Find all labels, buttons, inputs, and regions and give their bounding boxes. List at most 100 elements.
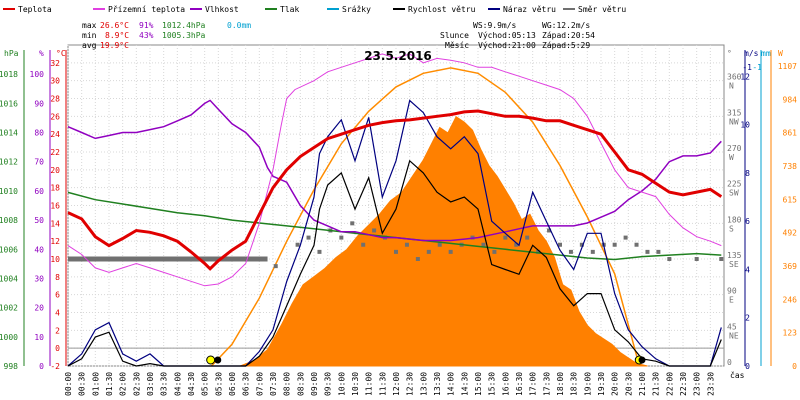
moonrise-time: Východ:21:00 bbox=[478, 41, 536, 50]
x-tick: 00:00 bbox=[64, 372, 73, 396]
humidity-tick: 60 bbox=[34, 187, 44, 196]
wind-ws: WS:9.9m/s bbox=[473, 21, 517, 30]
wind-dir-point bbox=[481, 242, 486, 247]
temp-tick: 28 bbox=[50, 95, 60, 104]
stats-min-label: min bbox=[82, 31, 97, 40]
dir-label: S bbox=[729, 224, 734, 233]
x-tick: 19:00 bbox=[583, 372, 592, 396]
stats-max-label: max bbox=[82, 21, 97, 30]
temp-tick: 24 bbox=[50, 130, 60, 139]
x-tick: 17:00 bbox=[529, 372, 538, 396]
solar-tick: 246 bbox=[783, 295, 798, 304]
x-tick: 16:30 bbox=[515, 372, 524, 396]
x-tick: 08:30 bbox=[296, 372, 305, 396]
dir-tick: 45 bbox=[727, 322, 737, 331]
wind-dir-point bbox=[694, 257, 699, 261]
pressure-tick: 1000 bbox=[0, 333, 18, 342]
wind-dir-point bbox=[579, 242, 584, 247]
humidity-tick: 100 bbox=[30, 70, 45, 79]
x-tick: 19:30 bbox=[597, 372, 606, 396]
pressure-tick: 1006 bbox=[0, 245, 18, 254]
legend-label: Tlak bbox=[280, 5, 299, 14]
wind-dir-point bbox=[426, 249, 431, 254]
x-tick: 16:00 bbox=[501, 372, 510, 396]
x-tick: 20:00 bbox=[611, 372, 620, 396]
humidity-tick: 70 bbox=[34, 158, 44, 167]
dir-tick: 0 bbox=[727, 358, 732, 367]
wind-dir-point bbox=[656, 249, 661, 254]
ground-temp-line bbox=[67, 53, 722, 287]
temp-tick: 6 bbox=[55, 291, 60, 300]
legend-label: Srážky bbox=[342, 5, 371, 14]
legend-label: Směr větru bbox=[578, 5, 626, 14]
rain-unit: mm bbox=[761, 49, 771, 58]
x-tick: 09:00 bbox=[310, 372, 319, 396]
x-tick: 12:00 bbox=[392, 372, 401, 396]
x-tick: 20:30 bbox=[624, 372, 633, 396]
x-tick: 21:00 bbox=[638, 372, 647, 396]
x-tick: 05:00 bbox=[201, 372, 210, 396]
wind-tick: 0 bbox=[745, 362, 750, 371]
wind-dir-point bbox=[590, 249, 595, 254]
dir-label: SE bbox=[729, 260, 739, 269]
pressure-tick: 1016 bbox=[0, 99, 18, 108]
stats-max-rain: 0.0mm bbox=[227, 21, 251, 30]
moonset-time: Západ:5:29 bbox=[542, 41, 590, 50]
humidity-tick: 30 bbox=[34, 274, 44, 283]
wind-speed-line bbox=[67, 159, 722, 367]
legend-label: Rychlost větru bbox=[408, 5, 476, 14]
humidity-tick: 90 bbox=[34, 99, 44, 108]
wind-dir-point bbox=[273, 264, 278, 269]
moon-label: Měsíc bbox=[445, 41, 469, 50]
temp-tick: 8 bbox=[55, 273, 60, 282]
wind-dir-point bbox=[361, 242, 366, 247]
x-tick: 10:00 bbox=[337, 372, 346, 396]
x-tick: 06:30 bbox=[242, 372, 251, 396]
humidity-line bbox=[67, 99, 722, 242]
wind-dir-point bbox=[492, 249, 497, 254]
stats-avg-temp: 19.9°C bbox=[100, 41, 129, 50]
humidity-tick: 0 bbox=[39, 362, 44, 371]
temp-tick: 14 bbox=[50, 219, 60, 228]
temperature-line bbox=[67, 109, 723, 271]
x-tick: 18:30 bbox=[570, 372, 579, 396]
dir-label: E bbox=[729, 296, 734, 305]
wind-tick: 2 bbox=[745, 314, 750, 323]
rain-tick: -1 bbox=[752, 63, 762, 72]
pressure-tick: 1004 bbox=[0, 274, 18, 283]
sunrise-time: Východ:05:13 bbox=[478, 31, 536, 40]
legend-label: Teplota bbox=[18, 5, 52, 14]
moonrise-marker bbox=[638, 356, 646, 364]
temp-tick: 10 bbox=[50, 255, 60, 264]
wind-dir-point bbox=[634, 242, 639, 247]
moonset-marker bbox=[214, 356, 222, 364]
wind-dir-point bbox=[667, 257, 672, 261]
humidity-tick: 40 bbox=[34, 245, 44, 254]
x-tick: 13:00 bbox=[419, 372, 428, 396]
wind-dir-point bbox=[719, 257, 724, 261]
wind-dir-point bbox=[372, 228, 377, 233]
wind-wg: WG:12.2m/s bbox=[542, 21, 590, 30]
x-tick: 08:00 bbox=[283, 372, 292, 396]
wind-dir-point bbox=[306, 235, 311, 240]
solar-tick: 861 bbox=[783, 129, 798, 138]
wind-dir-point bbox=[350, 221, 355, 226]
x-tick: 12:30 bbox=[406, 372, 415, 396]
x-tick: 07:00 bbox=[255, 372, 264, 396]
temp-tick: 32 bbox=[50, 59, 60, 68]
x-tick: 10:30 bbox=[351, 372, 360, 396]
dir-tick: 135 bbox=[727, 251, 742, 260]
solar-unit: W bbox=[778, 49, 783, 58]
humidity-unit: % bbox=[39, 49, 44, 58]
sun-label: Slunce bbox=[440, 31, 469, 40]
x-tick: 00:30 bbox=[78, 372, 87, 396]
x-tick: 23:30 bbox=[706, 372, 715, 396]
pressure-tick: 1008 bbox=[0, 216, 18, 225]
temp-tick: 2 bbox=[55, 326, 60, 335]
pressure-tick: 1010 bbox=[0, 187, 18, 196]
wind-tick: 4 bbox=[745, 265, 750, 274]
wind-extra-tick: -1 bbox=[742, 63, 752, 72]
x-tick: 23:00 bbox=[693, 372, 702, 396]
x-tick: 22:30 bbox=[679, 372, 688, 396]
